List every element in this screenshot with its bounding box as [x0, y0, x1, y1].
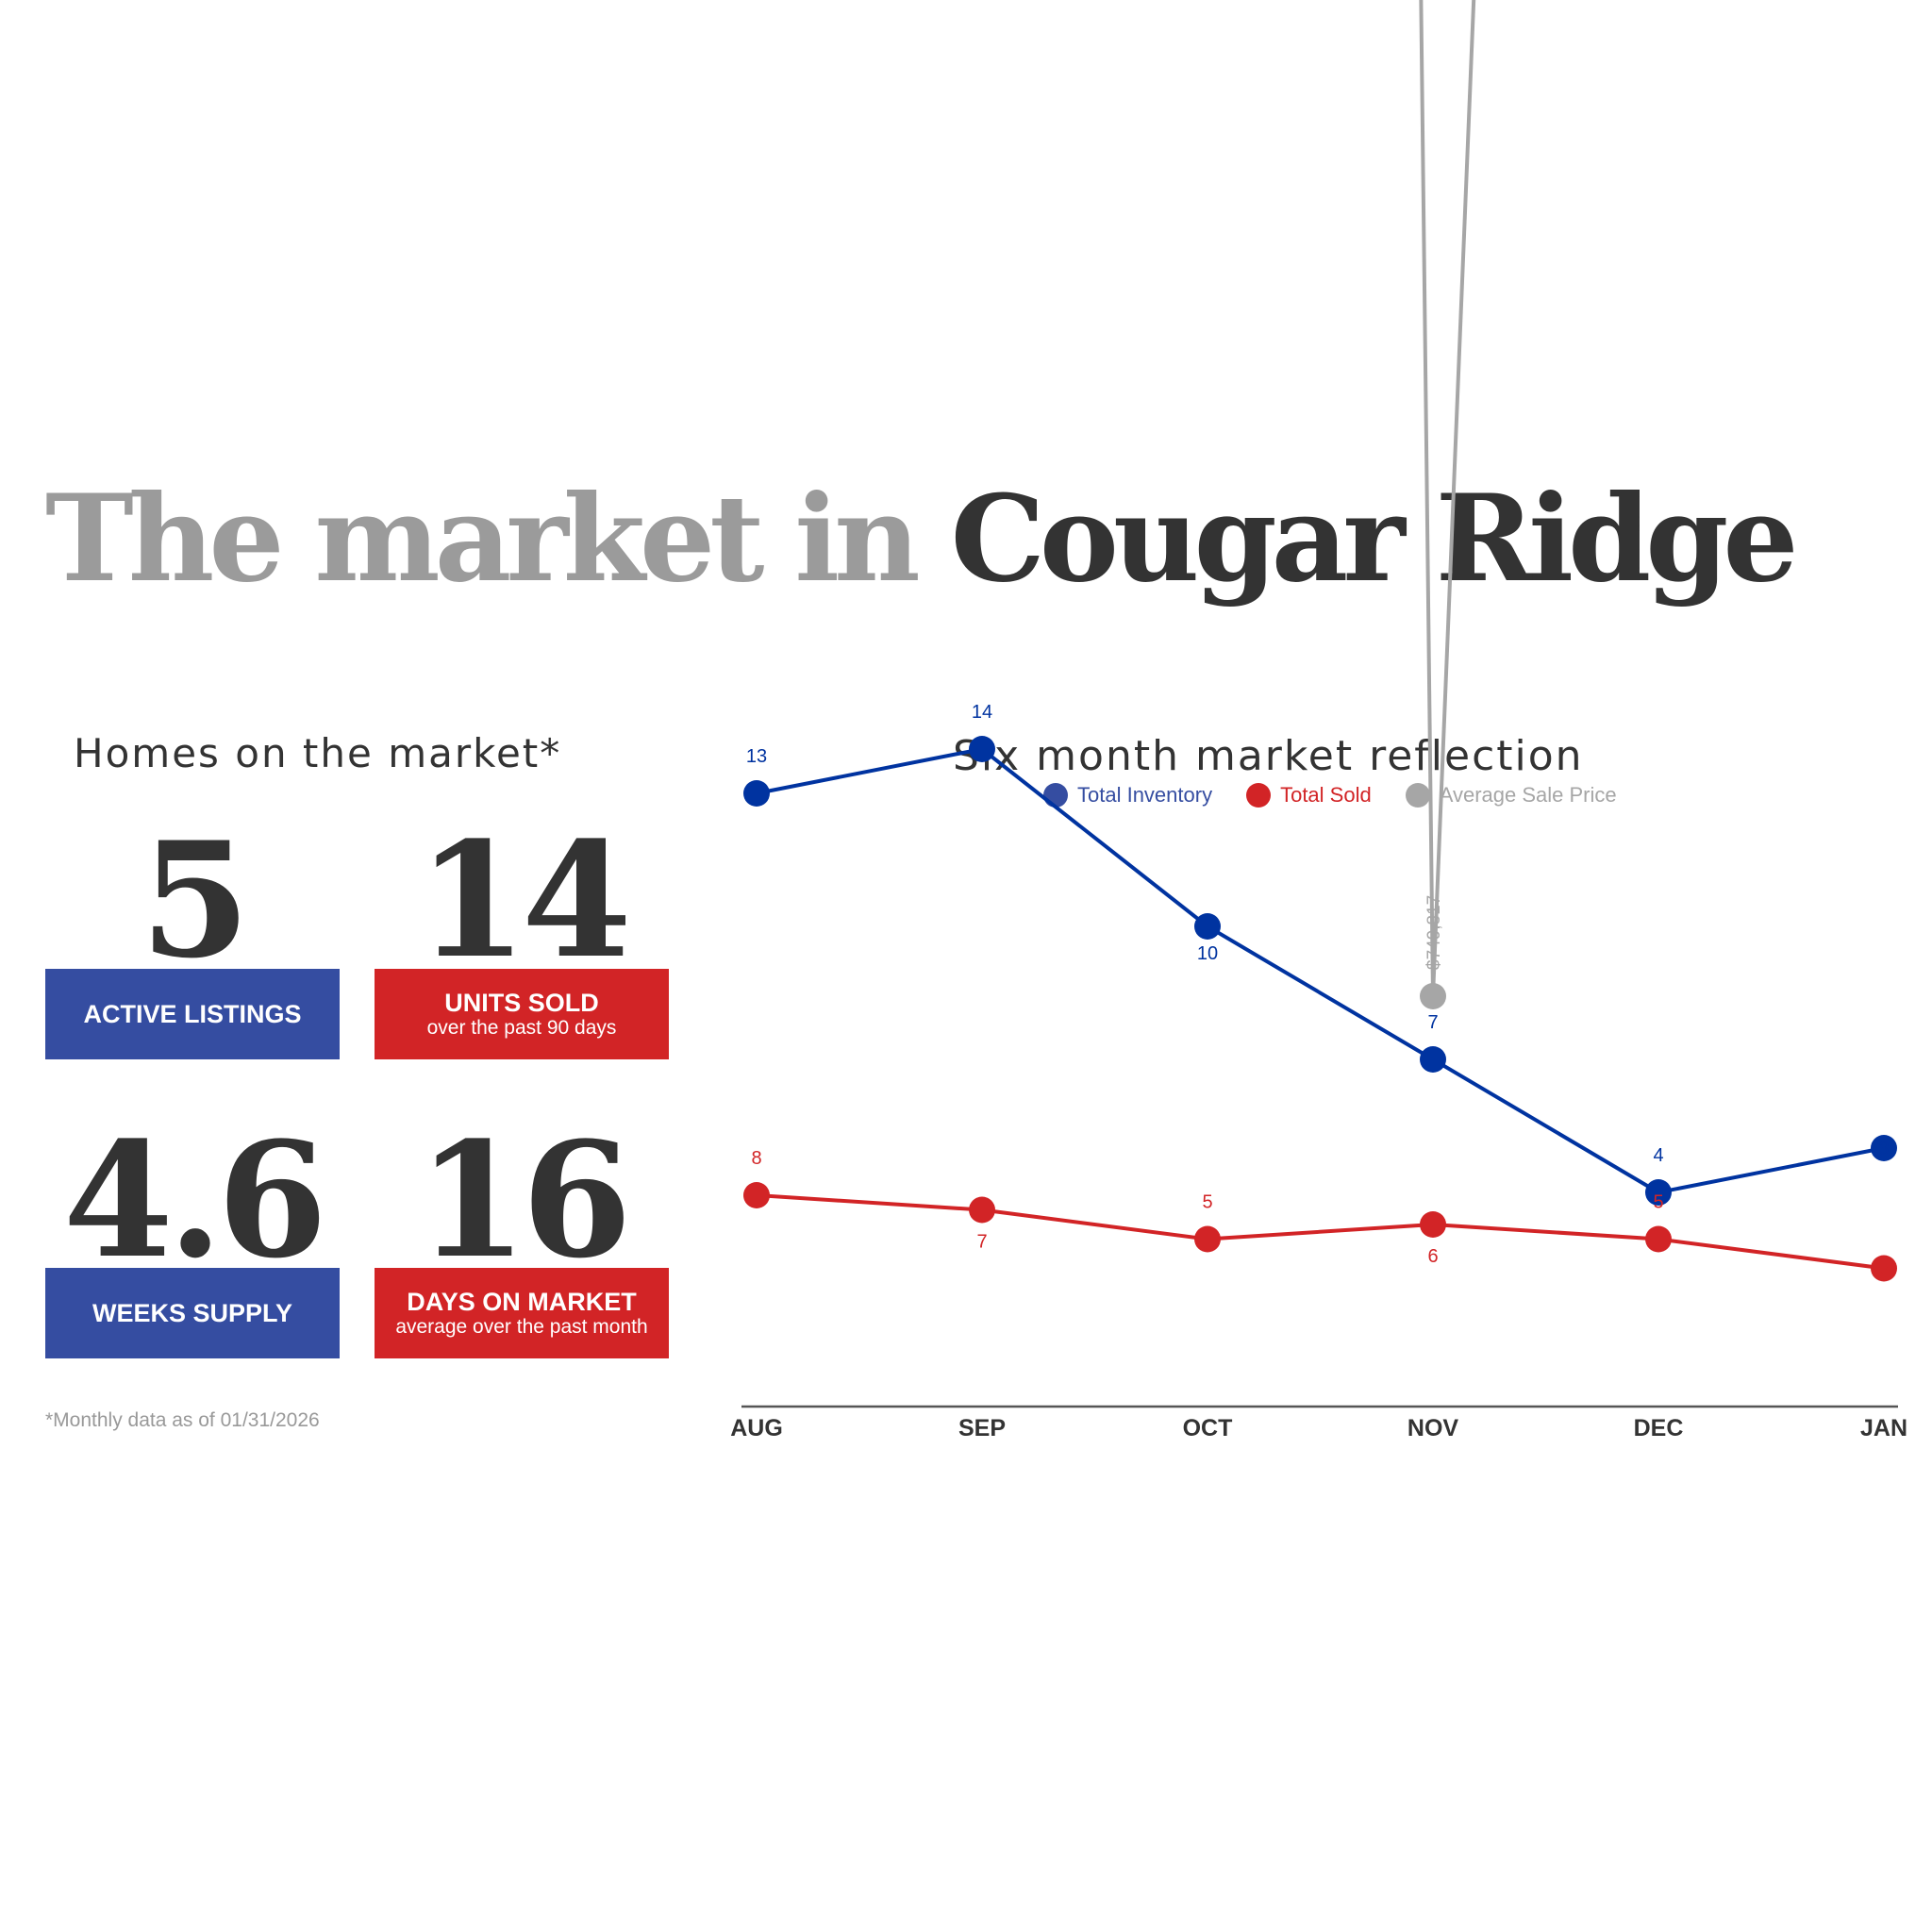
- homes-heading: Homes on the market*: [74, 730, 562, 776]
- units-sold-label: UNITS SOLD: [444, 989, 599, 1018]
- legend-dot-inventory: [1043, 783, 1068, 808]
- legend-item-price: Average Sale Price: [1405, 783, 1617, 808]
- x-tick-label-jan: JAN: [1860, 1415, 1907, 1441]
- inventory-point-oct: [1194, 913, 1221, 940]
- sold-label-aug: 8: [751, 1148, 761, 1169]
- sold-label-dec: 5: [1653, 1192, 1663, 1213]
- weeks-supply-label: WEEKS SUPPLY: [92, 1298, 293, 1327]
- sold-label-nov: 6: [1427, 1246, 1438, 1267]
- sold-line: [756, 1193, 1885, 1271]
- inventory-point-aug: [743, 780, 770, 807]
- weeks-supply-value: 4.6: [62, 1107, 327, 1293]
- sold-point-sep: [969, 1196, 995, 1224]
- x-tick-label-sep: SEP: [958, 1415, 1006, 1441]
- sold-point-jan: [1871, 1255, 1897, 1282]
- active-listings-box: ACTIVE LISTINGS: [45, 969, 340, 1059]
- units-sold-sub: over the past 90 days: [426, 1016, 617, 1039]
- weeks-supply-box: WEEKS SUPPLY: [45, 1268, 340, 1358]
- price-point-nov: [1420, 983, 1446, 1009]
- legend-label-inventory: Total Inventory: [1077, 783, 1213, 807]
- sold-label-sep: 7: [976, 1232, 987, 1253]
- price-line: [1419, 0, 1476, 997]
- legend-dot-sold: [1246, 783, 1272, 808]
- sold-point-oct: [1194, 1225, 1221, 1253]
- chart-legend: Total Inventory Total Sold Average Sale …: [1043, 783, 1651, 808]
- inventory-point-dec: [1645, 1179, 1672, 1206]
- chart-title: Six month market reflection: [953, 732, 1584, 780]
- x-tick-label-aug: AUG: [730, 1415, 783, 1441]
- units-sold-value: 14: [417, 807, 632, 993]
- legend-dot-price: [1405, 783, 1430, 808]
- legend-label-sold: Total Sold: [1280, 783, 1372, 807]
- x-tick-label-dec: DEC: [1634, 1415, 1684, 1441]
- active-listings-label: ACTIVE LISTINGS: [83, 999, 302, 1028]
- footnote: *Monthly data as of 01/31/2026: [45, 1409, 320, 1431]
- inventory-label-dec: 4: [1653, 1145, 1663, 1166]
- days-on-market-label: DAYS ON MARKET: [407, 1288, 637, 1317]
- inventory-label-nov: 7: [1427, 1012, 1438, 1033]
- days-on-market-sub: average over the past month: [395, 1315, 648, 1338]
- inventory-point-sep: [969, 736, 995, 762]
- days-on-market-value: 16: [417, 1107, 632, 1293]
- inventory-point-jan: [1871, 1135, 1897, 1161]
- sold-point-aug: [743, 1182, 770, 1208]
- sold-point-nov: [1420, 1211, 1446, 1238]
- inventory-point-nov: [1420, 1046, 1446, 1073]
- page-title: The market in Cougar Ridge: [45, 479, 1799, 598]
- title-location: Cougar Ridge: [950, 469, 1799, 608]
- legend-item-sold: Total Sold: [1246, 783, 1372, 808]
- days-on-market-box: DAYS ON MARKET average over the past mon…: [375, 1268, 669, 1358]
- x-tick-label-nov: NOV: [1407, 1415, 1459, 1441]
- sold-label-jan: 5: [1878, 1259, 1889, 1280]
- legend-label-price: Average Sale Price: [1439, 783, 1617, 807]
- inventory-line: [756, 746, 1885, 1195]
- price-label-nov: $749,817: [1424, 895, 1444, 970]
- legend-item-inventory: Total Inventory: [1043, 783, 1212, 808]
- title-prefix: The market in: [45, 469, 921, 608]
- inventory-label-oct: 10: [1197, 943, 1218, 964]
- active-listings-value: 5: [140, 807, 251, 993]
- sold-label-oct: 5: [1202, 1192, 1212, 1213]
- units-sold-box: UNITS SOLD over the past 90 days: [375, 969, 669, 1059]
- inventory-label-aug: 13: [746, 746, 767, 767]
- inventory-label-sep: 14: [972, 702, 992, 723]
- sold-point-dec: [1645, 1225, 1672, 1253]
- x-tick-label-oct: OCT: [1183, 1415, 1233, 1441]
- inventory-label-jan: 3: [1878, 1139, 1889, 1159]
